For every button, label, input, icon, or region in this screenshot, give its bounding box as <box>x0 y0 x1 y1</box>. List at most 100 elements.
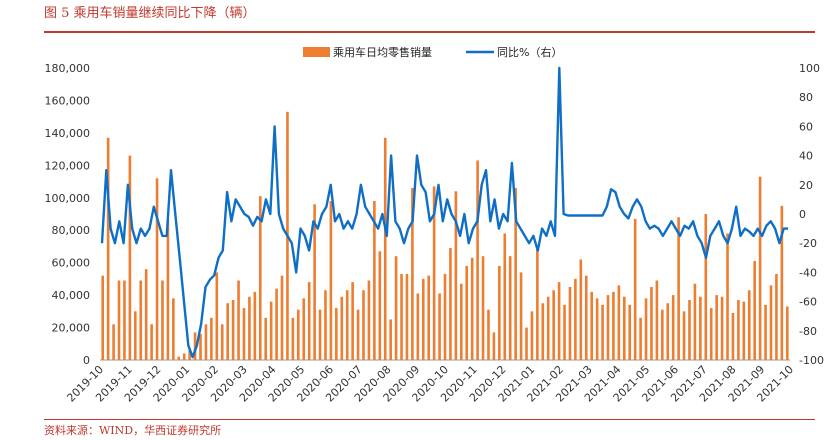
bar <box>470 257 474 360</box>
bar <box>508 256 512 360</box>
bar <box>557 282 561 360</box>
y-left-tick-label: 120,000 <box>45 159 91 172</box>
bar <box>220 324 224 360</box>
bar <box>541 303 545 360</box>
bar <box>536 249 539 360</box>
y-right-tick-label: -100 <box>799 354 824 367</box>
bar <box>324 290 327 360</box>
bar <box>688 299 691 360</box>
bar <box>753 261 756 360</box>
bar <box>563 304 566 360</box>
bar <box>525 327 528 360</box>
bar <box>400 274 403 360</box>
y-right-tick-label: -60 <box>799 296 817 309</box>
tick-labels: 0 20,000 40,000 60,000 80,000 100,000 120,000 1… <box>45 62 824 405</box>
bar <box>454 191 458 360</box>
y-right-tick-label: 0 <box>799 208 806 221</box>
bar <box>633 218 637 360</box>
bar <box>443 274 447 360</box>
bar <box>373 201 376 360</box>
bar <box>106 137 110 360</box>
bar <box>101 275 105 360</box>
bar <box>351 282 354 360</box>
bar <box>568 287 572 360</box>
y-right-tick-label: 20 <box>799 179 813 192</box>
bar <box>487 309 490 360</box>
bar <box>775 274 778 360</box>
bar <box>188 350 191 360</box>
bar <box>280 275 284 360</box>
top-rule <box>44 31 815 33</box>
bar <box>248 296 251 360</box>
bar <box>579 259 583 360</box>
bar <box>394 256 398 360</box>
bar <box>172 298 175 360</box>
bar <box>155 178 159 360</box>
y-left-tick-label: 20,000 <box>52 322 91 335</box>
bar <box>584 275 588 360</box>
bar <box>742 301 746 360</box>
bar <box>297 309 300 360</box>
bar <box>302 298 306 360</box>
bar <box>144 269 148 360</box>
bar <box>128 155 132 360</box>
bar <box>182 353 186 360</box>
bar <box>161 280 164 360</box>
bar <box>117 280 121 360</box>
bar <box>731 312 735 360</box>
bar <box>595 298 599 360</box>
bar <box>226 303 229 360</box>
bar <box>737 299 740 360</box>
bar <box>199 334 202 360</box>
bar <box>112 324 115 360</box>
bar <box>269 301 273 360</box>
bar <box>215 272 219 360</box>
bar <box>492 332 496 360</box>
bar <box>590 291 593 360</box>
bar <box>693 283 697 360</box>
bar <box>193 332 197 360</box>
bar <box>362 290 365 360</box>
bar <box>764 304 767 360</box>
bar <box>134 311 137 360</box>
bar <box>709 308 713 360</box>
bar <box>785 306 789 360</box>
bar <box>210 317 213 360</box>
bar <box>275 288 278 360</box>
bar <box>601 304 604 360</box>
legend-line-label: 同比%（右） <box>497 45 562 59</box>
bar <box>335 308 338 360</box>
bar <box>574 278 577 360</box>
bar <box>264 317 268 360</box>
bar <box>758 176 762 360</box>
line-series-path <box>100 66 788 359</box>
y-right-tick-label: 40 <box>799 150 813 163</box>
bar <box>405 274 409 360</box>
bar <box>242 308 246 360</box>
legend-bar-swatch <box>303 47 330 57</box>
bar <box>367 280 371 360</box>
bar <box>498 265 501 360</box>
bar <box>715 295 718 360</box>
bar <box>307 282 311 360</box>
y-left-tick-label: 40,000 <box>52 289 91 302</box>
y-left-tick-label: 80,000 <box>52 224 91 237</box>
bar <box>411 188 414 360</box>
bar <box>231 299 235 360</box>
bar <box>780 205 784 360</box>
bar <box>389 319 392 360</box>
bar <box>345 290 349 360</box>
bar <box>258 196 262 360</box>
bar <box>356 309 360 360</box>
bar <box>639 317 642 360</box>
bar <box>476 160 479 360</box>
bar <box>460 283 463 360</box>
y-right-tick-label: 80 <box>799 91 813 104</box>
bar <box>291 317 295 360</box>
bar <box>644 298 648 360</box>
bar <box>650 287 653 360</box>
bar <box>612 291 615 360</box>
bar <box>699 296 702 360</box>
bar <box>340 296 344 360</box>
y-left-tick-label: 160,000 <box>45 94 91 107</box>
